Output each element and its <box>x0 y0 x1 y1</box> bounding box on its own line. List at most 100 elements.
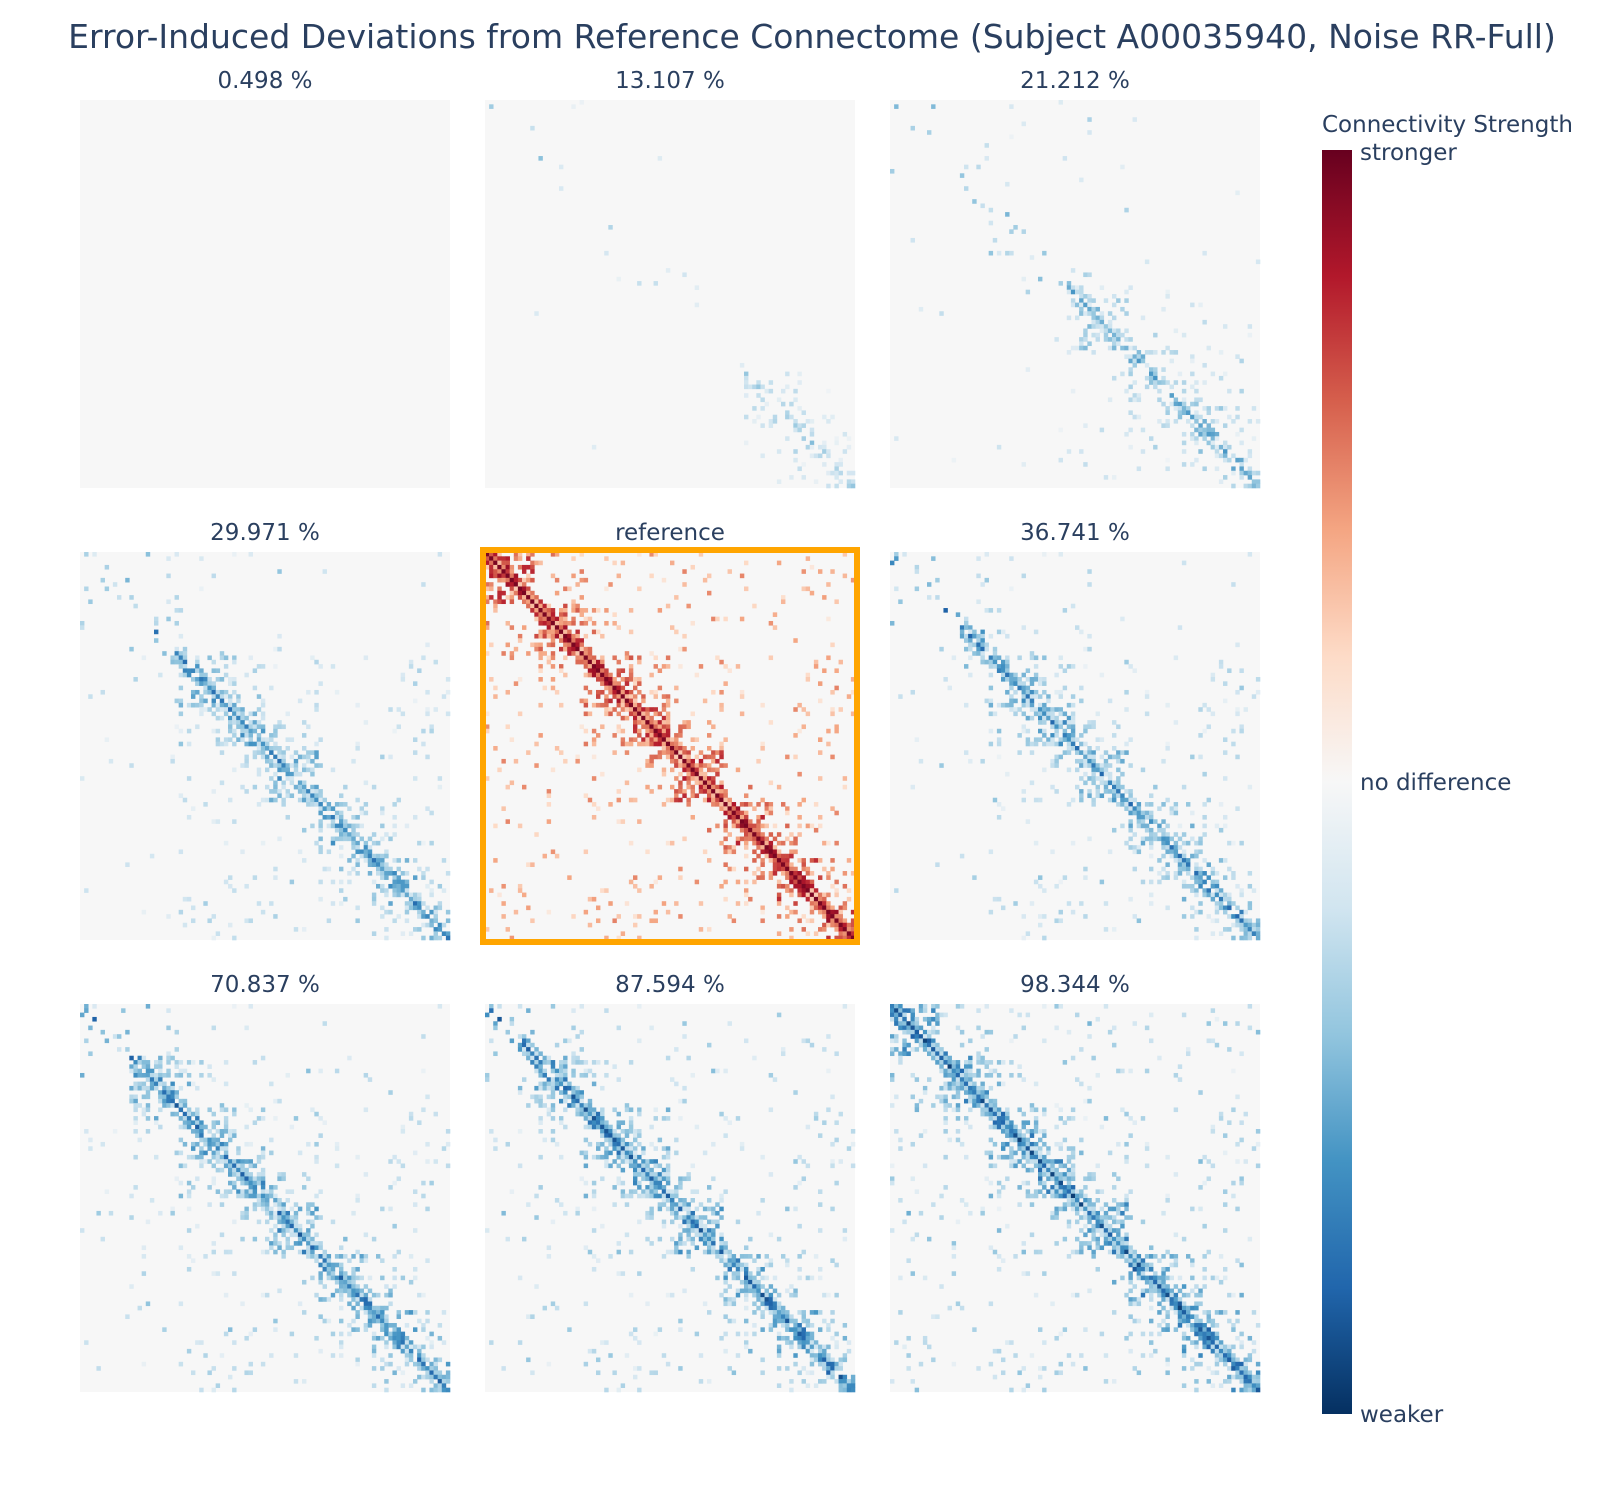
heatmap-cell <box>534 1047 539 1052</box>
heatmap-cell <box>661 741 667 747</box>
heatmap-cell <box>1116 724 1121 730</box>
heatmap-cell <box>326 918 332 924</box>
heatmap-cell <box>846 444 852 450</box>
heatmap-cell <box>1038 694 1043 699</box>
heatmap-cell <box>793 638 798 643</box>
heatmap-cell <box>657 1202 663 1207</box>
heatmap-cell <box>501 569 506 574</box>
heatmap-cell <box>563 1210 568 1216</box>
heatmap-cell <box>351 1305 356 1311</box>
heatmap-cell <box>608 901 613 906</box>
heatmap-cell <box>1107 754 1113 760</box>
heatmap-cell <box>351 1318 356 1324</box>
heatmap-cell <box>351 814 356 820</box>
heatmap-cell <box>834 888 839 893</box>
heatmap-cell <box>392 1344 397 1350</box>
heatmap-cell <box>1095 315 1100 321</box>
heatmap-cell <box>244 883 249 889</box>
heatmap-cell <box>347 1258 352 1263</box>
heatmap-cell <box>653 909 658 915</box>
heatmap-cell <box>1202 888 1207 893</box>
heatmap-cell <box>538 1185 543 1190</box>
heatmap-cell <box>326 1318 332 1324</box>
heatmap-cell <box>1251 927 1257 932</box>
heatmap-cell <box>1255 935 1261 941</box>
heatmap-cell <box>665 750 671 755</box>
heatmap-cell <box>1132 806 1137 811</box>
heatmap-cell <box>493 608 498 613</box>
heatmap-cell <box>624 901 630 906</box>
heatmap-cell <box>686 1210 691 1216</box>
heatmap-cell <box>976 164 981 170</box>
heatmap-cell <box>530 125 535 131</box>
heatmap-cell <box>678 728 683 734</box>
heatmap-cell <box>489 677 494 682</box>
heatmap-cell <box>1231 470 1236 476</box>
heatmap-cell <box>645 1210 650 1216</box>
heatmap-cell <box>191 1129 196 1134</box>
heatmap-cell <box>1202 728 1207 734</box>
heatmap-cell <box>306 767 311 773</box>
heatmap-cell <box>252 1193 258 1199</box>
heatmap-cell <box>297 698 303 704</box>
heatmap-cell <box>686 1202 691 1207</box>
heatmap-cell <box>596 672 601 678</box>
heatmap-cell <box>363 1072 369 1078</box>
heatmap-cell <box>318 810 323 816</box>
heatmap-cell <box>170 655 175 661</box>
heatmap-cell <box>1223 324 1228 329</box>
heatmap-cell <box>571 1055 576 1061</box>
heatmap-cell <box>665 715 671 721</box>
heatmap-cell <box>219 655 225 661</box>
heatmap-cell <box>178 1163 184 1169</box>
heatmap-cell <box>413 1310 418 1315</box>
heatmap-cell <box>591 896 597 902</box>
heatmap-cell <box>604 707 609 712</box>
heatmap-cell <box>297 1223 303 1229</box>
heatmap-cell <box>178 1150 184 1156</box>
heatmap-cell <box>801 927 806 932</box>
heatmap-cell <box>363 1305 369 1311</box>
heatmap-cell <box>809 918 815 924</box>
heatmap-cell <box>1099 324 1105 329</box>
heatmap-cell <box>624 715 630 721</box>
heatmap-cell <box>252 1206 258 1212</box>
heatmap-cell <box>830 689 835 695</box>
heatmap-cell <box>604 1137 609 1143</box>
heatmap-cell <box>236 724 241 730</box>
heatmap-cell <box>596 668 601 674</box>
heatmap-cell <box>1005 702 1010 708</box>
heatmap-cell <box>980 659 985 665</box>
heatmap-cell <box>723 1133 728 1138</box>
heatmap-cell <box>657 728 663 734</box>
heatmap-cell <box>330 1353 336 1358</box>
heatmap-cell <box>236 694 241 699</box>
heatmap-cell <box>834 914 839 919</box>
heatmap-cell <box>485 711 490 717</box>
heatmap-cell <box>530 642 535 648</box>
heatmap-cell <box>240 707 245 712</box>
heatmap-cell <box>273 797 278 803</box>
heatmap-cell <box>735 1258 741 1263</box>
heatmap-cell <box>1091 771 1096 777</box>
heatmap-cell <box>285 767 290 773</box>
heatmap-cell <box>441 888 447 893</box>
heatmap-cell <box>707 1245 712 1251</box>
heatmap-cell <box>100 689 105 695</box>
heatmap-cell <box>108 1210 114 1216</box>
heatmap-cell <box>166 573 171 579</box>
heatmap-cell <box>653 689 658 695</box>
heatmap-cell <box>211 935 216 941</box>
heatmap-cell <box>760 384 765 390</box>
heatmap-cell <box>273 746 278 751</box>
heatmap-cell <box>579 1004 584 1009</box>
heatmap-cell <box>517 590 523 596</box>
heatmap-cell <box>793 883 798 889</box>
heatmap-cell <box>256 1154 262 1160</box>
heatmap-cell <box>707 793 712 799</box>
heatmap-cell <box>343 1236 348 1242</box>
heatmap-cell <box>653 1107 658 1113</box>
heatmap-cell <box>764 840 769 846</box>
heatmap-cell <box>1218 444 1224 450</box>
heatmap-cell <box>260 1193 266 1199</box>
